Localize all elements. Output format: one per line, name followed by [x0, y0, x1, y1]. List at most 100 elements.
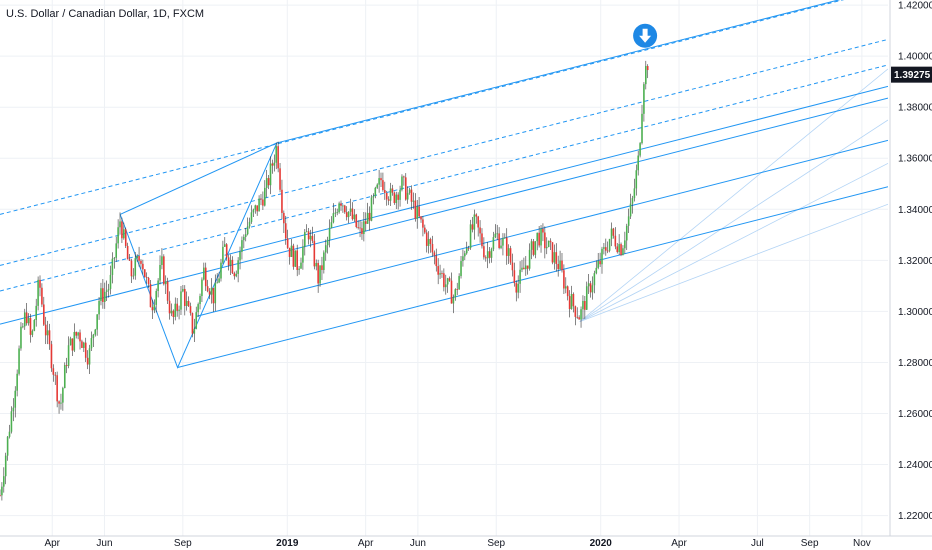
candle-body	[545, 246, 548, 249]
candle-body	[227, 257, 230, 266]
candle-body	[244, 234, 247, 237]
candle-body	[427, 238, 430, 246]
candle-body	[576, 316, 579, 318]
candle-body	[456, 289, 459, 290]
candle-body	[275, 146, 278, 163]
candle-body	[597, 260, 599, 268]
candle-body	[197, 304, 199, 313]
candle-body	[102, 288, 104, 302]
dashed-channel-line	[0, 38, 888, 266]
candle-body	[326, 239, 329, 246]
time-axis[interactable]: Apr Jun Sep 2019 Apr Jun Sep 2020 Apr Jul Sep Nov	[44, 538, 870, 549]
candle-body	[324, 245, 327, 253]
candle-body	[130, 260, 133, 277]
candle-body	[79, 332, 81, 342]
candle-body	[176, 303, 178, 311]
candle-body	[538, 232, 540, 246]
candle-body	[404, 177, 407, 200]
candle-body	[330, 222, 333, 228]
candle-body	[128, 259, 131, 261]
candle-body	[532, 241, 535, 255]
candle-body	[25, 312, 28, 324]
candle-body	[151, 307, 154, 311]
candle-body	[435, 255, 438, 267]
candle-body	[496, 233, 499, 235]
candle-body	[187, 300, 190, 307]
candle-body	[646, 66, 649, 71]
time-tick-label: 2019	[276, 538, 299, 549]
candle-body	[363, 221, 365, 235]
candle-body	[134, 258, 137, 276]
candle-body	[585, 286, 588, 310]
candle-body	[462, 256, 464, 262]
price-tick-label: 1.34000	[898, 205, 932, 216]
candle-body	[517, 283, 519, 293]
candle-body	[155, 290, 158, 305]
candle-body	[572, 294, 575, 307]
candle-body	[63, 365, 66, 389]
candle-body	[223, 244, 226, 247]
candle-body	[629, 203, 632, 217]
candle-body	[145, 277, 148, 278]
candle-body	[4, 455, 7, 477]
candle-body	[424, 227, 426, 233]
candle-body	[559, 260, 561, 270]
candlestick-series	[0, 60, 649, 501]
chart-title: U.S. Dollar / Canadian Dollar, 1D, FXCM	[6, 8, 205, 20]
candle-body	[370, 197, 373, 221]
candle-body	[18, 348, 20, 374]
price-tick-label: 1.30000	[898, 307, 932, 318]
candle-body	[23, 312, 26, 327]
candle-body	[469, 224, 472, 249]
candle-body	[536, 232, 539, 242]
candle-body	[639, 143, 641, 156]
candle-body	[345, 212, 348, 218]
candle-body	[84, 342, 87, 358]
candle-body	[313, 240, 316, 267]
candle-body	[507, 248, 510, 256]
candle-body	[311, 235, 314, 241]
candle-body	[599, 260, 601, 265]
candle-body	[488, 251, 491, 258]
time-tick-label: Apr	[671, 538, 687, 549]
candle-body	[473, 214, 476, 230]
candle-body	[107, 288, 110, 291]
candle-body	[252, 209, 255, 213]
time-tick-label: Jun	[410, 538, 426, 549]
candle-body	[460, 261, 462, 277]
price-tick-label: 1.38000	[898, 103, 932, 114]
candle-body	[256, 205, 258, 212]
candle-body	[10, 411, 13, 432]
candle-body	[126, 245, 129, 260]
candle-body	[464, 253, 466, 257]
down-arrow-marker[interactable]	[633, 23, 658, 48]
candle-body	[561, 260, 563, 271]
candle-body	[385, 192, 388, 200]
candle-body	[431, 243, 434, 253]
candle-body	[267, 178, 270, 186]
candle-body	[178, 309, 180, 311]
candle-body	[147, 277, 150, 285]
candle-body	[587, 283, 590, 287]
candle-body	[502, 238, 504, 246]
candle-body	[123, 229, 125, 239]
candle-body	[393, 192, 396, 203]
candle-body	[201, 279, 203, 297]
candle-body	[105, 290, 108, 292]
candle-body	[132, 275, 135, 277]
candle-body	[555, 252, 558, 264]
candle-body	[73, 331, 76, 351]
time-tick-label: Sep	[487, 538, 505, 549]
candle-body	[195, 312, 198, 329]
candle-body	[526, 265, 529, 269]
candle-body	[355, 214, 358, 227]
candle-body	[193, 328, 196, 334]
candle-body	[505, 237, 508, 256]
candle-body	[408, 189, 411, 193]
price-axis[interactable]: 1.42000 1.40000 1.38000 1.36000 1.34000 1.320…	[898, 1, 932, 522]
candle-body	[304, 232, 306, 247]
candle-body	[124, 229, 127, 246]
candle-body	[33, 319, 36, 331]
candle-body	[624, 240, 626, 249]
